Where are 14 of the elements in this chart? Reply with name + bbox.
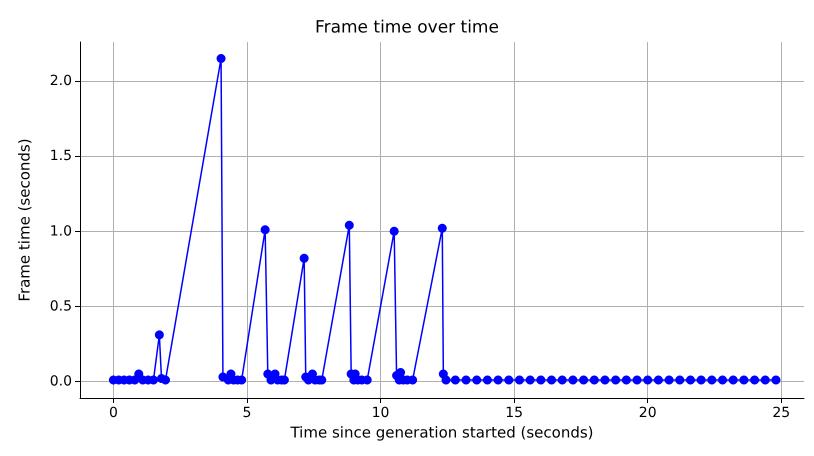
x-tick-label: 10 — [372, 405, 390, 421]
chart-title: Frame time over time — [315, 18, 499, 38]
x-axis-title: Time since generation started (seconds) — [289, 423, 594, 442]
y-tick-label: 1.5 — [50, 148, 72, 164]
y-tick-label: 0.5 — [50, 298, 72, 314]
x-tick-label: 15 — [505, 405, 524, 421]
x-tick-label: 0 — [108, 405, 118, 421]
x-tick-label: 25 — [772, 405, 790, 421]
y-axis-title: Frame time (seconds) — [16, 138, 34, 302]
y-tick-label: 0.0 — [50, 373, 72, 390]
x-tick-label: 5 — [242, 405, 252, 421]
x-tick-label: 20 — [638, 405, 657, 421]
y-tick-label: 2.0 — [50, 73, 72, 90]
y-tick-label: 1.0 — [50, 223, 72, 240]
